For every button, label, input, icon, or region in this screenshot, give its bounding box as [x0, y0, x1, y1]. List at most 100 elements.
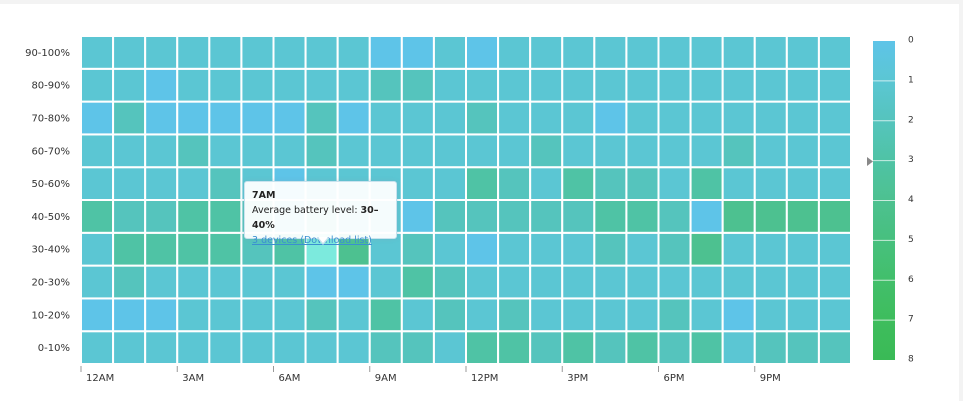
heatmap-cell[interactable] [785, 67, 820, 103]
heatmap-cell[interactable] [432, 231, 467, 267]
heatmap-cell[interactable] [561, 330, 596, 366]
heatmap-cell[interactable] [272, 67, 307, 103]
heatmap-cell[interactable] [144, 231, 179, 267]
heatmap-cell[interactable] [80, 35, 115, 70]
heatmap-cell[interactable] [497, 199, 532, 234]
heatmap-cell[interactable] [368, 297, 403, 333]
heatmap-cell[interactable] [240, 297, 275, 333]
heatmap-cell[interactable] [657, 330, 692, 366]
heatmap-cell[interactable] [112, 330, 147, 366]
heatmap-cell[interactable] [593, 67, 628, 103]
heatmap-cell[interactable] [208, 166, 243, 201]
heatmap-cell[interactable] [753, 67, 788, 103]
heatmap-cell[interactable] [112, 35, 147, 70]
heatmap-cell[interactable] [176, 35, 211, 70]
heatmap-cell[interactable] [272, 100, 307, 136]
heatmap-cell[interactable] [657, 133, 692, 169]
heatmap-cell[interactable] [272, 330, 307, 366]
heatmap-cell[interactable] [625, 330, 660, 366]
heatmap-cell[interactable] [785, 133, 820, 169]
heatmap-cell[interactable] [176, 330, 211, 366]
heatmap-cell[interactable] [785, 199, 820, 234]
heatmap-cell[interactable] [625, 166, 660, 201]
heatmap-cell[interactable] [657, 35, 692, 70]
heatmap-cell[interactable] [208, 330, 243, 366]
heatmap-cell[interactable] [400, 35, 435, 70]
heatmap-cell[interactable] [657, 264, 692, 300]
heatmap-cell[interactable] [144, 264, 179, 300]
heatmap-cell[interactable] [208, 264, 243, 300]
heatmap-cell[interactable] [753, 330, 788, 366]
heatmap-cell[interactable] [657, 199, 692, 234]
heatmap-cell[interactable] [272, 264, 307, 300]
heatmap-cell[interactable] [176, 100, 211, 136]
heatmap-cell[interactable] [432, 100, 467, 136]
heatmap-cell[interactable] [817, 199, 853, 234]
heatmap-cell[interactable] [432, 166, 467, 201]
heatmap-cell[interactable] [112, 166, 147, 201]
heatmap-cell[interactable] [689, 133, 724, 169]
heatmap-cell[interactable] [689, 67, 724, 103]
heatmap-cell[interactable] [208, 199, 243, 234]
heatmap-cell[interactable] [593, 100, 628, 136]
heatmap-cell[interactable] [753, 199, 788, 234]
heatmap-cell[interactable] [80, 264, 115, 300]
heatmap-cell[interactable] [336, 297, 371, 333]
heatmap-cell[interactable] [368, 100, 403, 136]
heatmap-cell[interactable] [336, 264, 371, 300]
heatmap-cell[interactable] [721, 330, 756, 366]
heatmap-cell[interactable] [400, 166, 435, 201]
heatmap-cell[interactable] [304, 264, 339, 300]
heatmap-cell[interactable] [368, 133, 403, 169]
heatmap-cell[interactable] [112, 199, 147, 234]
heatmap-cell[interactable] [112, 133, 147, 169]
heatmap-cell[interactable] [208, 35, 243, 70]
heatmap-cell[interactable] [240, 330, 275, 366]
heatmap-cell[interactable] [432, 133, 467, 169]
heatmap-cell[interactable] [785, 330, 820, 366]
heatmap-cell[interactable] [80, 100, 115, 136]
heatmap-cell[interactable] [625, 35, 660, 70]
heatmap-cell[interactable] [144, 166, 179, 201]
heatmap-cell[interactable] [753, 231, 788, 267]
heatmap-cell[interactable] [304, 297, 339, 333]
heatmap-cell[interactable] [497, 231, 532, 267]
heatmap-cell[interactable] [689, 166, 724, 201]
heatmap-cell[interactable] [368, 264, 403, 300]
heatmap-cell[interactable] [400, 199, 435, 234]
heatmap-cell[interactable] [657, 100, 692, 136]
heatmap-cell[interactable] [625, 264, 660, 300]
heatmap-cell[interactable] [144, 133, 179, 169]
heatmap-cell[interactable] [368, 35, 403, 70]
heatmap-cell[interactable] [368, 330, 403, 366]
heatmap-cell[interactable] [144, 297, 179, 333]
heatmap-cell[interactable] [336, 100, 371, 136]
heatmap-cell[interactable] [689, 264, 724, 300]
heatmap-cell[interactable] [432, 330, 467, 366]
heatmap-cell[interactable] [465, 67, 500, 103]
heatmap-cell[interactable] [625, 133, 660, 169]
heatmap-cell[interactable] [721, 166, 756, 201]
heatmap-cell[interactable] [657, 297, 692, 333]
heatmap-cell[interactable] [529, 166, 564, 201]
heatmap-cell[interactable] [465, 231, 500, 267]
heatmap-cell[interactable] [497, 297, 532, 333]
heatmap-cell[interactable] [400, 231, 435, 267]
download-devices-link[interactable]: 3 devices (Download list) [252, 235, 372, 246]
heatmap-cell[interactable] [721, 231, 756, 267]
heatmap-cell[interactable] [625, 100, 660, 136]
heatmap-cell[interactable] [561, 166, 596, 201]
heatmap-cell[interactable] [400, 67, 435, 103]
heatmap-cell[interactable] [272, 133, 307, 169]
heatmap-cell[interactable] [625, 67, 660, 103]
heatmap-cell[interactable] [561, 231, 596, 267]
heatmap-cell[interactable] [208, 133, 243, 169]
heatmap-cell[interactable] [785, 297, 820, 333]
heatmap-cell[interactable] [80, 166, 115, 201]
heatmap-cell[interactable] [529, 297, 564, 333]
heatmap-cell[interactable] [721, 199, 756, 234]
heatmap-cell[interactable] [176, 231, 211, 267]
heatmap-cell[interactable] [432, 199, 467, 234]
heatmap-cell[interactable] [817, 166, 853, 201]
heatmap-cell[interactable] [529, 330, 564, 366]
